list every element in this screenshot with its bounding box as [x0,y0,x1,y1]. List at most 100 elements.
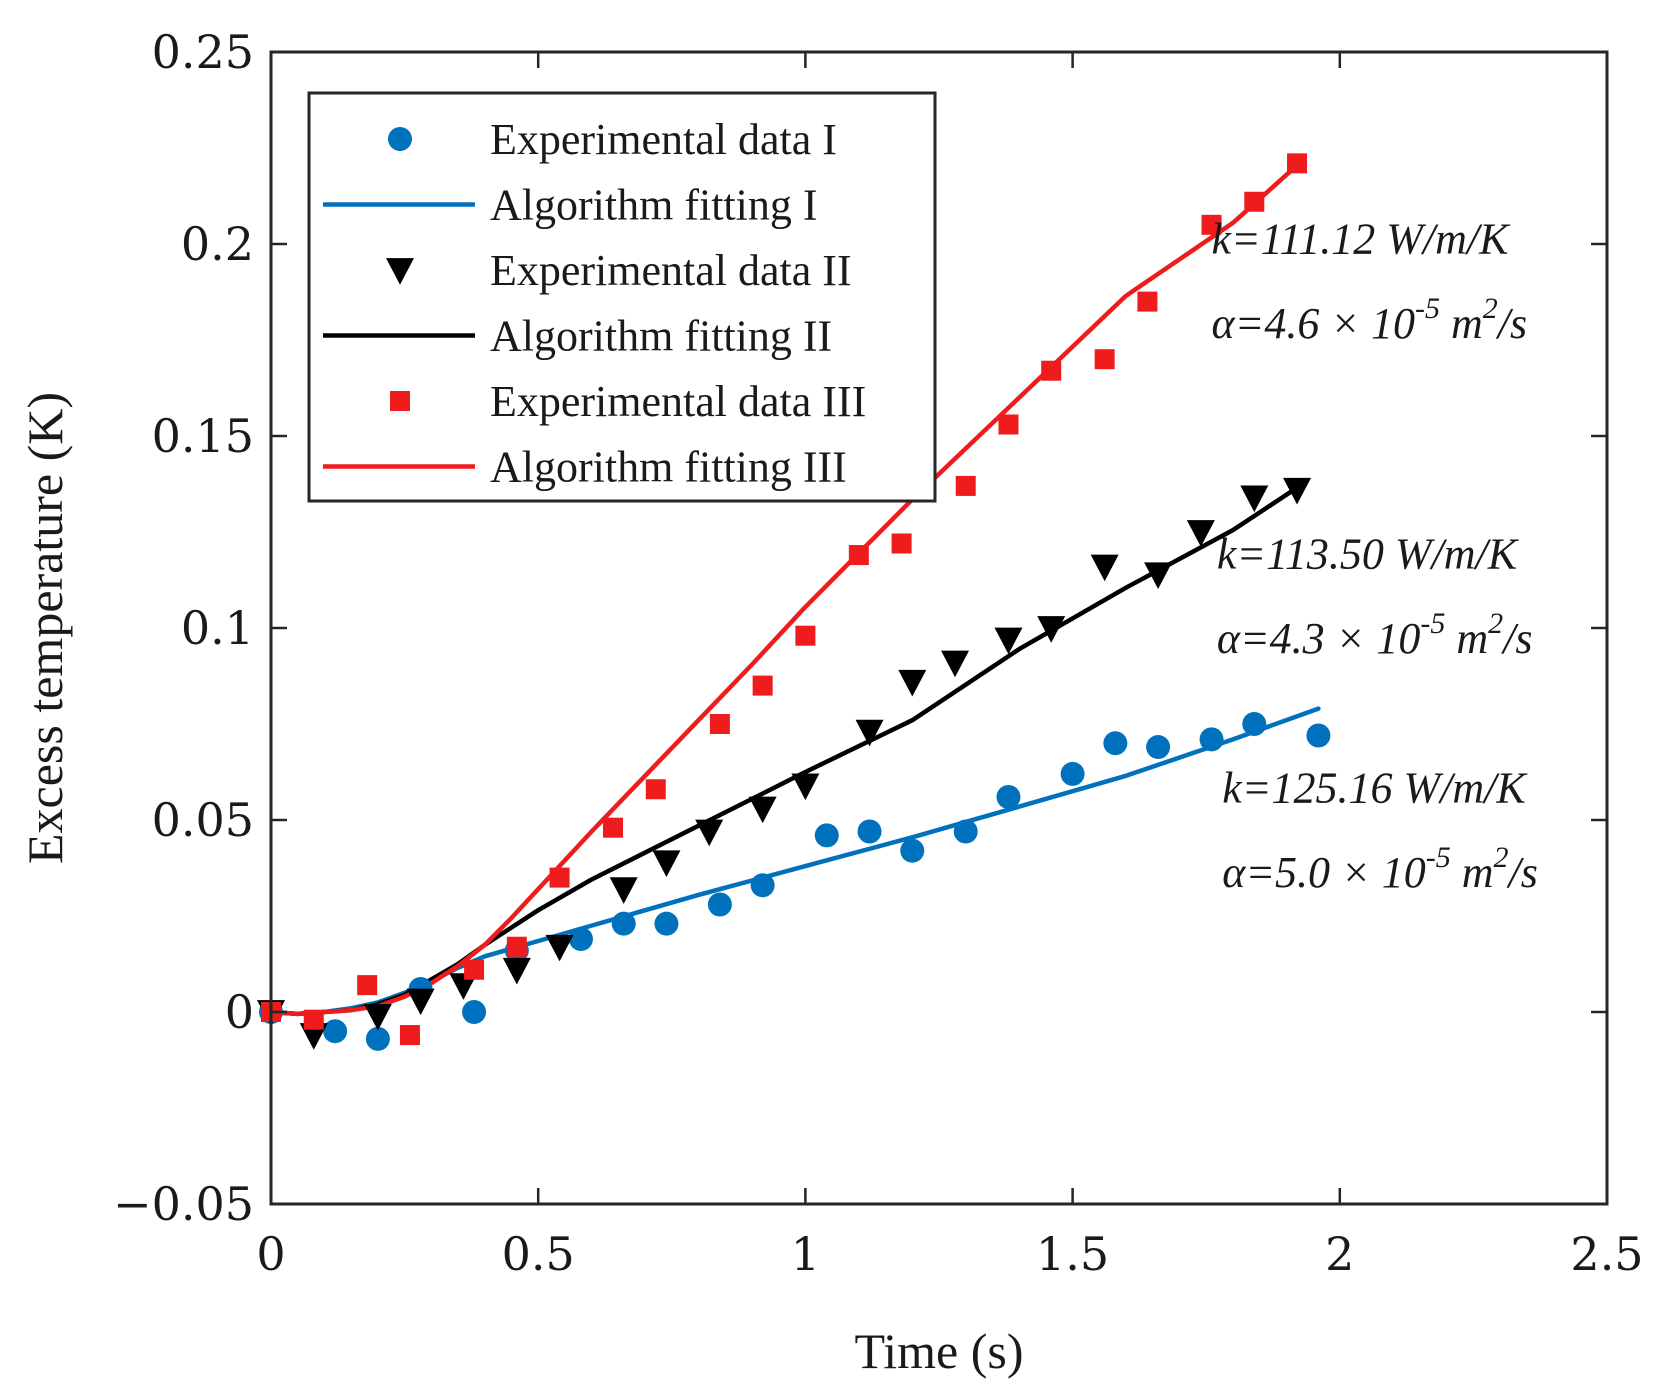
data-point-s4-1 [303,1009,324,1030]
data-point-s2-2 [363,1003,392,1031]
x-tick-label: 2 [1325,1227,1354,1281]
data-point-s4-7 [603,817,624,838]
data-point-s2-7 [609,877,638,904]
alpha-part: -5 [1420,607,1445,640]
alpha-part: 2 [1493,841,1508,874]
data-point-s2-21 [1283,477,1312,505]
data-point-s4-11 [795,625,816,646]
data-point-s4-16 [1041,360,1062,381]
data-point-s4-21 [1287,153,1308,174]
x-tick-label: 2.5 [1570,1227,1643,1281]
alpha-value-I: α=5.0 × 10-5 m2/s [1222,841,1538,897]
x-tick-label: 0.5 [502,1227,575,1281]
data-point-s4-15 [998,414,1019,435]
data-point-s4-14 [955,475,976,496]
data-point-s2-4 [449,973,478,1000]
alpha-part: α=4.6 × 10 [1212,299,1415,348]
data-point-s0-12 [857,819,882,844]
y-tick-label: 0 [225,985,254,1039]
data-point-s4-6 [549,867,570,888]
data-point-s2-20 [1240,485,1269,513]
alpha-part: -5 [1415,292,1440,325]
alpha-part: α=5.0 × 10 [1222,848,1425,897]
data-point-s0-1 [323,1019,348,1044]
alpha-part: m [1451,848,1494,897]
y-axis-title: Excess temperature (K) [17,392,73,864]
data-point-s0-10 [750,873,775,898]
legend-label: Algorithm fitting III [490,443,847,492]
alpha-part: /s [1505,848,1537,897]
alpha-part: 2 [1483,292,1498,325]
data-point-s4-9 [709,714,730,734]
alpha-part: -5 [1426,841,1451,874]
data-point-s0-6 [568,927,593,952]
alpha-part: /s [1500,614,1532,663]
data-point-s4-17 [1094,349,1115,370]
y-tick-label: 0.2 [181,217,254,271]
data-point-s0-11 [814,823,839,848]
legend-marker-swatch [386,258,414,285]
y-tick-label: 0.1 [181,601,254,655]
data-point-s0-16 [1060,761,1085,786]
legend-label: Experimental data I [490,115,837,164]
data-point-s0-17 [1103,731,1128,756]
data-point-s0-14 [953,819,978,844]
data-point-s0-9 [707,892,732,917]
data-point-s4-5 [506,936,527,957]
data-point-s4-20 [1244,191,1265,212]
data-point-s4-18 [1137,291,1158,312]
data-point-s2-19 [1186,520,1215,547]
data-point-s0-8 [654,911,679,936]
data-markers [257,153,1331,1051]
legend-label: Experimental data III [490,377,866,426]
data-point-s2-13 [898,669,927,697]
alpha-value-III: α=4.6 × 10-5 m2/s [1212,292,1528,348]
y-tick-label: 0.25 [152,25,254,79]
data-point-s0-18 [1146,735,1171,760]
fit-line-5 [268,163,1300,1017]
legend-marker-swatch [390,391,410,411]
data-point-s4-3 [399,1025,420,1046]
data-point-s2-8 [652,850,681,877]
data-point-s4-12 [848,545,869,566]
k-value-II: k=113.50 W/m/K [1217,529,1520,578]
data-point-s2-15 [994,627,1023,655]
legend-marker-swatch [388,127,412,151]
data-point-s4-13 [891,533,912,554]
legend-label: Experimental data II [490,246,852,295]
x-tick-label: 1.5 [1036,1227,1109,1281]
legend: Experimental data I Algorithm fitting I Ex… [307,91,937,503]
data-point-s2-18 [1144,562,1173,589]
data-point-s4-10 [752,675,773,696]
data-point-s2-5 [502,957,531,985]
data-point-s4-19 [1201,214,1222,235]
data-point-s0-21 [1306,723,1331,748]
k-value-III: k=111.12 W/m/K [1212,215,1512,264]
data-point-s0-15 [996,784,1021,809]
legend-box [307,91,937,503]
alpha-part: m [1445,614,1488,663]
data-point-s2-9 [695,819,724,847]
data-point-s0-4 [462,1000,487,1024]
data-point-s0-7 [611,911,636,936]
x-axis-title: Time (s) [854,1323,1023,1379]
data-point-s4-4 [464,959,485,980]
y-tick-label: 0.15 [152,409,254,463]
data-point-s0-19 [1199,727,1224,752]
data-point-s2-6 [545,934,574,962]
x-tick-label: 1 [791,1227,820,1281]
alpha-part: m [1440,299,1483,348]
data-point-s2-3 [406,988,435,1016]
data-point-s2-11 [791,773,820,801]
alpha-part: /s [1495,299,1527,348]
data-point-s4-8 [645,779,666,800]
legend-label: Algorithm fitting I [490,181,818,230]
data-point-s0-13 [900,838,925,863]
data-point-s4-2 [357,975,378,996]
y-tick-label: 0.05 [152,793,254,847]
data-point-s2-16 [1037,616,1066,643]
data-point-s0-20 [1242,712,1267,736]
data-point-s2-17 [1090,554,1119,582]
